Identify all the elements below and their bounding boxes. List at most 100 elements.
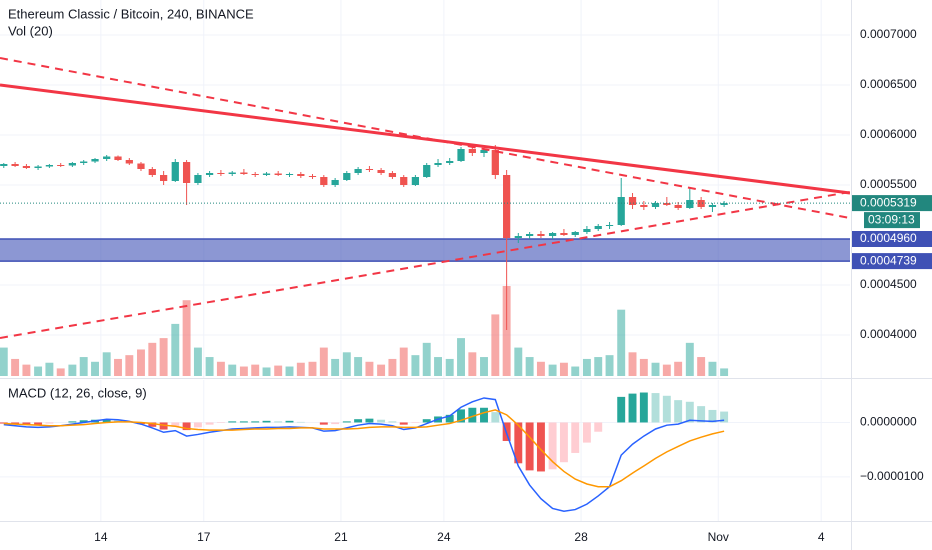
histogram-bar: [708, 409, 717, 423]
x-tick-label: 24: [437, 530, 451, 544]
histogram-bar: [342, 421, 351, 423]
volume-bar: [216, 361, 225, 376]
countdown-label: 03:09:13: [868, 212, 915, 226]
volume-bar: [45, 362, 54, 376]
volume-bar: [434, 357, 442, 376]
candle-body: [525, 234, 534, 236]
histogram-bar: [582, 422, 591, 443]
volume-bar: [422, 342, 431, 376]
histogram-bar: [331, 422, 340, 425]
x-tick-label: Nov: [708, 530, 729, 544]
candle-body: [57, 165, 65, 166]
volume-bar: [159, 338, 168, 376]
volume-bar: [308, 361, 317, 376]
y-tick-label: 0.0006500: [860, 77, 917, 91]
histogram-bar: [365, 418, 374, 423]
volume-bar: [239, 366, 248, 376]
candle-body: [468, 149, 476, 153]
candle-body: [22, 166, 31, 168]
x-tick-label: 17: [197, 530, 211, 544]
candle-body: [205, 173, 214, 175]
candle-body: [343, 173, 351, 180]
candle-body: [446, 161, 454, 163]
histogram-bar: [480, 407, 488, 423]
countdown-box: [864, 212, 920, 229]
volume-bar: [514, 347, 523, 376]
candle-body: [537, 234, 545, 236]
y-tick-label: 0.0004500: [860, 277, 917, 291]
volume-bar: [674, 361, 683, 376]
volume-bar: [0, 347, 8, 376]
candle-body: [91, 159, 99, 162]
volume-bar: [399, 347, 408, 376]
candle-body: [503, 175, 511, 238]
candle-body: [491, 150, 499, 175]
histogram-bar: [525, 422, 534, 471]
last-price-box: [852, 195, 932, 212]
histogram-bar: [468, 407, 477, 423]
histogram-bar: [148, 422, 157, 427]
y-tick-label: 0.0005500: [860, 177, 917, 191]
volume-bar: [628, 352, 637, 376]
histogram-bar: [674, 400, 683, 423]
macd-layer: [0, 392, 729, 512]
histogram-bar: [182, 422, 191, 431]
volume-bar: [536, 361, 545, 376]
histogram-bar: [571, 422, 580, 453]
volume-bar: [34, 366, 43, 376]
candle-body: [137, 163, 145, 169]
axis-layer: 0.0007000 0.0006500 0.0006000 0.0005500 0.00…: [94, 27, 932, 544]
candle-body: [240, 172, 248, 174]
zone-label-box: [852, 253, 932, 270]
macd-line: [3, 397, 725, 512]
histogram-bar: [399, 422, 408, 425]
volume-bar: [148, 342, 157, 376]
volume-bar: [22, 364, 31, 376]
histogram-bar: [662, 395, 671, 423]
histogram-bar: [388, 421, 397, 423]
volume-bar: [639, 358, 648, 376]
histogram-bar: [617, 396, 626, 423]
histogram-bar: [11, 422, 20, 425]
histogram-bar: [720, 411, 729, 423]
histogram-bar: [216, 422, 225, 424]
volume-bar: [79, 357, 88, 376]
volume-bar: [171, 323, 180, 376]
candle-body: [388, 173, 397, 177]
candle-body: [68, 163, 76, 166]
volume-bar: [697, 357, 706, 376]
zone-label: 0.0004739: [860, 253, 917, 267]
candle-body: [594, 226, 602, 229]
candle-body: [114, 156, 122, 160]
candle-body: [640, 205, 648, 207]
histogram-bar: [285, 420, 294, 423]
volume-bar: [480, 357, 488, 376]
volume-bar: [285, 366, 294, 376]
macd-title: MACD (12, 26, close, 9): [8, 385, 147, 400]
histogram-bar: [205, 422, 214, 425]
signal-line: [3, 409, 725, 488]
histogram-bar: [262, 420, 271, 423]
candle-body: [103, 156, 111, 159]
volume-bar: [296, 362, 305, 376]
candle-body: [11, 164, 19, 166]
volume-bar: [388, 358, 397, 376]
volume-bar: [445, 358, 454, 376]
candle-body: [457, 149, 465, 161]
histogram-bar: [422, 419, 431, 423]
zone-layer: [0, 238, 850, 262]
histogram-bar: [159, 422, 168, 430]
candle-body: [125, 160, 133, 164]
volume-bar: [319, 347, 328, 376]
candle-body: [45, 165, 54, 167]
candle-body: [434, 163, 442, 165]
volume-bar: [193, 347, 202, 376]
candle-layer: [0, 145, 728, 330]
candle-body: [354, 169, 362, 173]
histogram-bar: [457, 409, 465, 423]
histogram-bar: [411, 422, 420, 424]
volume-bar: [605, 355, 614, 376]
histogram-bar: [137, 422, 145, 425]
volume-bar: [68, 364, 77, 376]
